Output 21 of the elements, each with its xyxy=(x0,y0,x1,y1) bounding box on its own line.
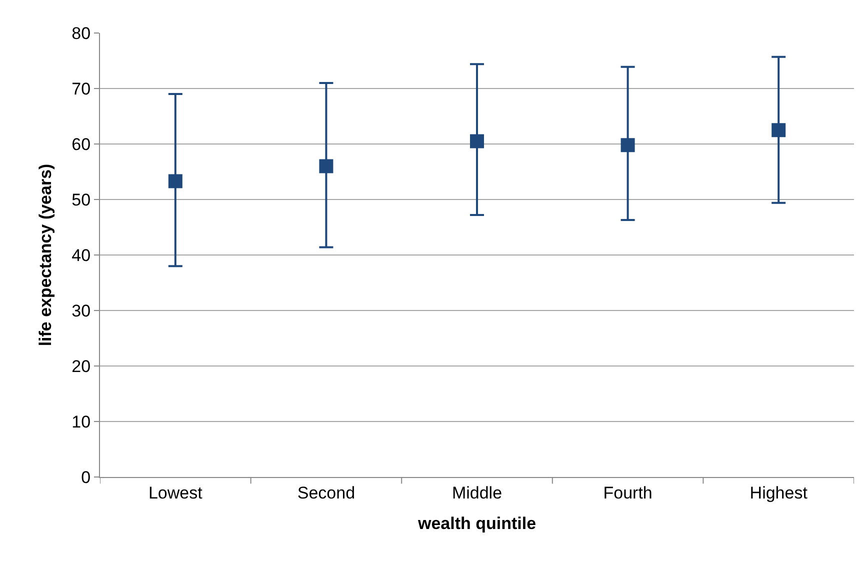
point xyxy=(319,159,334,174)
x-tick-label: Highest xyxy=(750,483,808,502)
point xyxy=(772,123,786,138)
x-axis-title: wealth quintile xyxy=(416,514,536,533)
y-axis-title: life expectancy (years) xyxy=(36,164,56,346)
x-tick-label: Fourth xyxy=(603,483,652,502)
y-tick-label: 10 xyxy=(72,412,91,432)
y-tick-label: 20 xyxy=(72,356,91,376)
x-tick-label: Middle xyxy=(452,483,502,502)
y-tick-label: 70 xyxy=(72,79,91,98)
point xyxy=(470,134,484,148)
x-tick-label: Second xyxy=(297,483,356,502)
x-tick-label: Lowest xyxy=(148,483,203,502)
point xyxy=(620,138,635,152)
y-tick-label: 30 xyxy=(72,301,91,320)
y-tick-label: 50 xyxy=(72,190,91,210)
y-tick-label: 40 xyxy=(72,246,91,265)
y-tick-label: 0 xyxy=(81,468,91,487)
y-tick-label: 60 xyxy=(72,134,91,154)
y-tick-label: 80 xyxy=(72,24,91,43)
point xyxy=(168,174,182,188)
